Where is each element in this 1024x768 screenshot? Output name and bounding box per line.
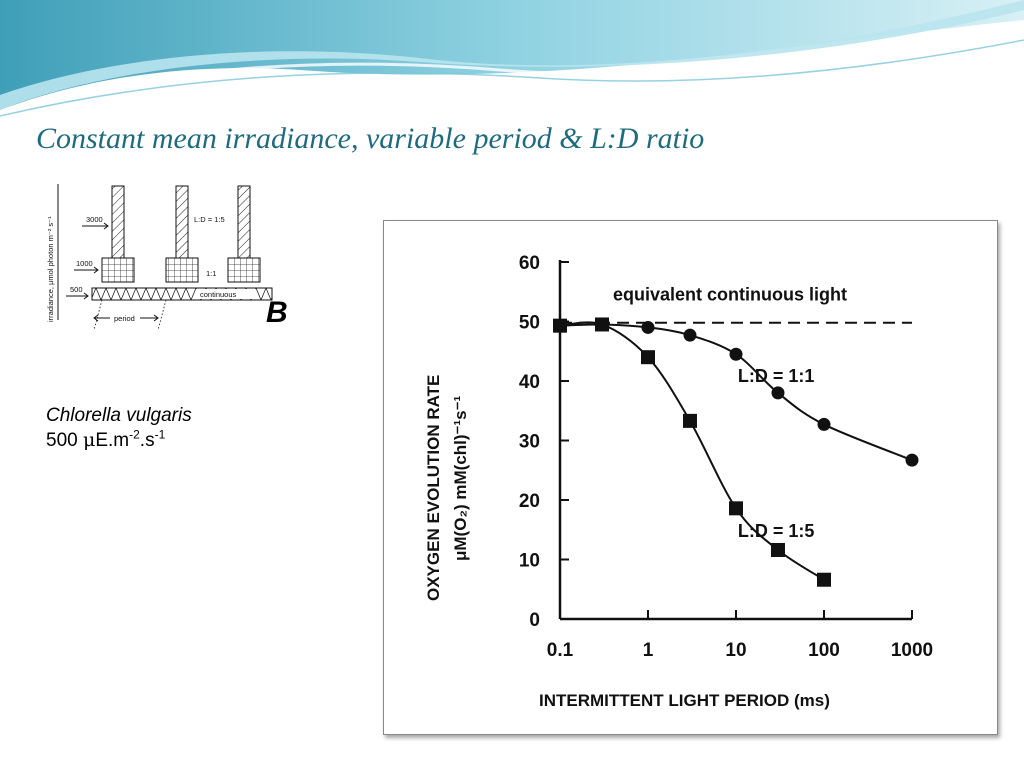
data-point-ld15-4 xyxy=(729,501,743,516)
y-tick-label-50: 50 xyxy=(519,313,540,334)
schematic-continuous-label-bg xyxy=(196,289,256,299)
schematic-label-ld15: L:D = 1:5 xyxy=(194,215,225,224)
schematic-arrow-500 xyxy=(66,292,89,300)
data-point-ld15-3 xyxy=(682,413,697,428)
y-tick-label-30: 30 xyxy=(519,432,540,453)
chart-ticks: 0 10 20 30 40 50 60 0.1 1 10 100 1000 xyxy=(519,253,933,661)
data-point-ld11-3 xyxy=(683,328,697,342)
schematic-level-3000: 3000 xyxy=(86,215,103,224)
reference-line-label: equivalent continuous light xyxy=(613,285,847,305)
chart-frame: 0 10 20 30 40 50 60 0.1 1 10 100 1000 equivalent co… xyxy=(383,220,998,735)
slide-title: Constant mean irradiance, variable perio… xyxy=(36,122,705,155)
schematic-ld11-block-2 xyxy=(165,257,199,283)
y-tick-label-60: 60 xyxy=(519,253,540,274)
background-wave-banner xyxy=(0,0,1024,117)
y-tick-label-20: 20 xyxy=(519,491,540,512)
data-point-ld11-4 xyxy=(729,347,743,361)
schematic-pulse-3 xyxy=(237,185,251,259)
y-tick-label-40: 40 xyxy=(519,372,540,393)
y-axis-title-line2: μM(O₂) mM(chl)⁻¹s⁻¹ xyxy=(451,395,470,561)
schematic-ylabel: irradiance, μmol photon m⁻² s⁻¹ xyxy=(46,216,55,322)
data-point-ld15-5 xyxy=(770,542,785,557)
schematic-pulse-2 xyxy=(175,185,189,259)
data-point-ld11-2 xyxy=(641,320,655,334)
schematic-level-1000: 1000 xyxy=(76,259,93,268)
x-tick-label-1: 1 xyxy=(643,640,654,661)
data-point-ld15-1 xyxy=(594,317,609,332)
species-name: Chlorella vulgaris xyxy=(46,405,192,426)
x-tick-label-2: 10 xyxy=(725,640,746,661)
chart-labels: L:D = 1:1 L:D = 1:5 xyxy=(738,366,815,541)
data-point-ld15-2 xyxy=(641,350,655,365)
irradiance-unit-exp1: -2 xyxy=(129,427,140,442)
species-info: Chlorella vulgaris 500 μE.m-2.s-1 xyxy=(46,404,192,453)
x-tick-label-0: 0.1 xyxy=(547,640,574,661)
data-point-ld15-6 xyxy=(817,572,831,587)
data-point-ld11-6 xyxy=(817,417,831,431)
series-label-ld11: L:D = 1:1 xyxy=(738,366,815,386)
series-line-ld11 xyxy=(559,323,913,462)
irradiance-schematic: irradiance, μmol photon m⁻² s⁻¹ 3000 100… xyxy=(46,184,273,331)
irradiance-unit-b: .s xyxy=(139,430,155,451)
irradiance-value-line: 500 μE.m-2.s-1 xyxy=(46,428,192,453)
panel-letter: B xyxy=(266,296,288,329)
chart-reference: equivalent continuous light xyxy=(560,285,912,324)
schematic-level-500: 500 xyxy=(70,285,83,294)
schematic-period-label-bg xyxy=(110,312,140,323)
y-tick-label-0: 0 xyxy=(529,610,540,631)
schematic-arrow-1000 xyxy=(74,266,99,274)
irradiance-unit-exp2: -1 xyxy=(154,427,166,442)
series-label-ld15: L:D = 1:5 xyxy=(738,521,815,541)
irradiance-value: 500 xyxy=(46,430,78,451)
schematic-arrow-3000 xyxy=(82,222,109,230)
y-axis-title-line1: OXYGEN EVOLUTION RATE xyxy=(424,375,443,601)
series-line-ld15 xyxy=(559,321,825,581)
chart-series xyxy=(553,317,919,587)
schematic-label-ld11: 1:1 xyxy=(206,269,216,278)
schematic-period-guides xyxy=(93,299,167,331)
schematic-label-continuous: continuous xyxy=(200,290,237,299)
schematic-label-period: period xyxy=(114,314,135,323)
x-tick-label-3: 100 xyxy=(808,640,840,661)
data-point-ld11-5 xyxy=(771,386,785,400)
irradiance-unit-mu: μ xyxy=(82,429,96,451)
schematic-ld11-block-1 xyxy=(101,257,135,283)
x-axis-title: INTERMITTENT LIGHT PERIOD (ms) xyxy=(539,691,830,710)
data-point-ld15-0 xyxy=(553,318,567,333)
x-tick-label-4: 1000 xyxy=(891,640,933,661)
schematic-pulse-1 xyxy=(111,185,125,259)
irradiance-unit-a: E.m xyxy=(95,430,130,451)
data-point-ld11-7 xyxy=(905,453,919,467)
schematic-ld11-block-3 xyxy=(227,257,261,283)
oxygen-evolution-chart: 0 10 20 30 40 50 60 0.1 1 10 100 1000 equivalent co… xyxy=(424,253,933,710)
y-tick-label-10: 10 xyxy=(519,551,540,572)
